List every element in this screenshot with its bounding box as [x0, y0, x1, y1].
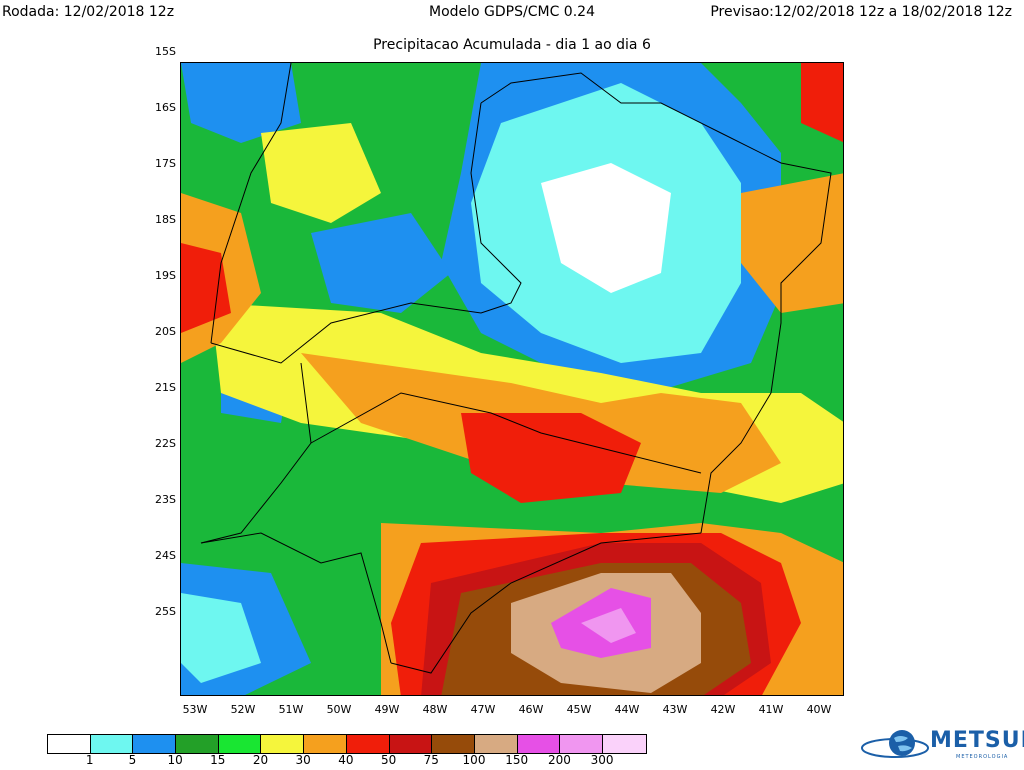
colorbar-swatch	[261, 735, 305, 753]
lon-label-51w: 51W	[278, 703, 304, 716]
lon-label-53w: 53W	[182, 703, 208, 716]
colorbar-label: 10	[167, 753, 183, 767]
colorbar-label: 150	[505, 753, 529, 767]
colorbar-label: 75	[423, 753, 439, 767]
run-time: Rodada: 12/02/2018 12z	[2, 4, 175, 20]
lon-label-44w: 44W	[614, 703, 640, 716]
lat-label-19s: 19S	[155, 269, 176, 282]
colorbar-swatch	[304, 735, 347, 753]
logo-text: METSUL	[930, 728, 1024, 753]
colorbar-swatch	[560, 735, 603, 753]
forecast-period: Previsao:12/02/2018 12z a 18/02/2018 12z	[710, 4, 1012, 20]
colorbar-label: 50	[380, 753, 397, 767]
lat-label-21s: 21S	[155, 381, 176, 394]
colorbar-label: 200	[547, 753, 571, 767]
colorbar-label: 5	[128, 753, 137, 767]
colorbar-swatch	[432, 735, 475, 753]
lon-label-40w: 40W	[806, 703, 832, 716]
colorbar-label: 30	[295, 753, 311, 767]
lat-label-25s: 25S	[155, 605, 176, 618]
lat-label-22s: 22S	[155, 437, 176, 450]
colorbar-label: 20	[252, 753, 269, 767]
colorbar-swatch	[176, 735, 219, 753]
lon-label-47w: 47W	[470, 703, 496, 716]
lon-label-45w: 45W	[566, 703, 592, 716]
lon-label-41w: 41W	[758, 703, 784, 716]
lat-label-24s: 24S	[155, 549, 176, 562]
lat-label-15s: 15S	[155, 45, 176, 58]
colorbar-swatch	[474, 735, 518, 753]
map-subtitle: Precipitacao Acumulada - dia 1 ao dia 6	[373, 37, 651, 53]
lon-label-48w: 48W	[422, 703, 448, 716]
colorbar-label: 100	[462, 753, 486, 767]
colorbar-swatch	[602, 735, 646, 753]
colorbar-label: 15	[210, 753, 226, 767]
colorbar-swatch	[48, 735, 91, 753]
lat-label-16s: 16S	[155, 101, 176, 114]
lon-label-49w: 49W	[374, 703, 400, 716]
globe-icon	[861, 730, 929, 758]
colorbar-swatch	[389, 735, 433, 753]
lat-label-18s: 18S	[155, 213, 176, 226]
lat-label-23s: 23S	[155, 493, 176, 506]
colorbar-swatch	[346, 735, 390, 753]
precipitation-colorbar	[47, 734, 647, 754]
lon-label-52w: 52W	[230, 703, 256, 716]
colorbar-label: 300	[590, 753, 614, 767]
precipitation-map	[180, 62, 844, 696]
colorbar-label: 40	[338, 753, 354, 767]
logo-subtext: METEOROLOGIA	[956, 754, 1009, 760]
precipitation-field	[181, 63, 843, 695]
lon-label-43w: 43W	[662, 703, 688, 716]
lon-label-46w: 46W	[518, 703, 544, 716]
lat-label-20s: 20S	[155, 325, 176, 338]
model-title: Modelo GDPS/CMC 0.24	[429, 4, 595, 20]
colorbar-label: 1	[85, 753, 94, 767]
lon-label-50w: 50W	[326, 703, 352, 716]
lat-label-17s: 17S	[155, 157, 176, 170]
colorbar-swatch	[218, 735, 262, 753]
colorbar-swatch	[133, 735, 177, 753]
metsul-logo: METSUL METEOROLOGIA	[860, 726, 1024, 766]
lon-label-42w: 42W	[710, 703, 736, 716]
colorbar-swatch	[517, 735, 561, 753]
colorbar-swatch	[90, 735, 134, 753]
